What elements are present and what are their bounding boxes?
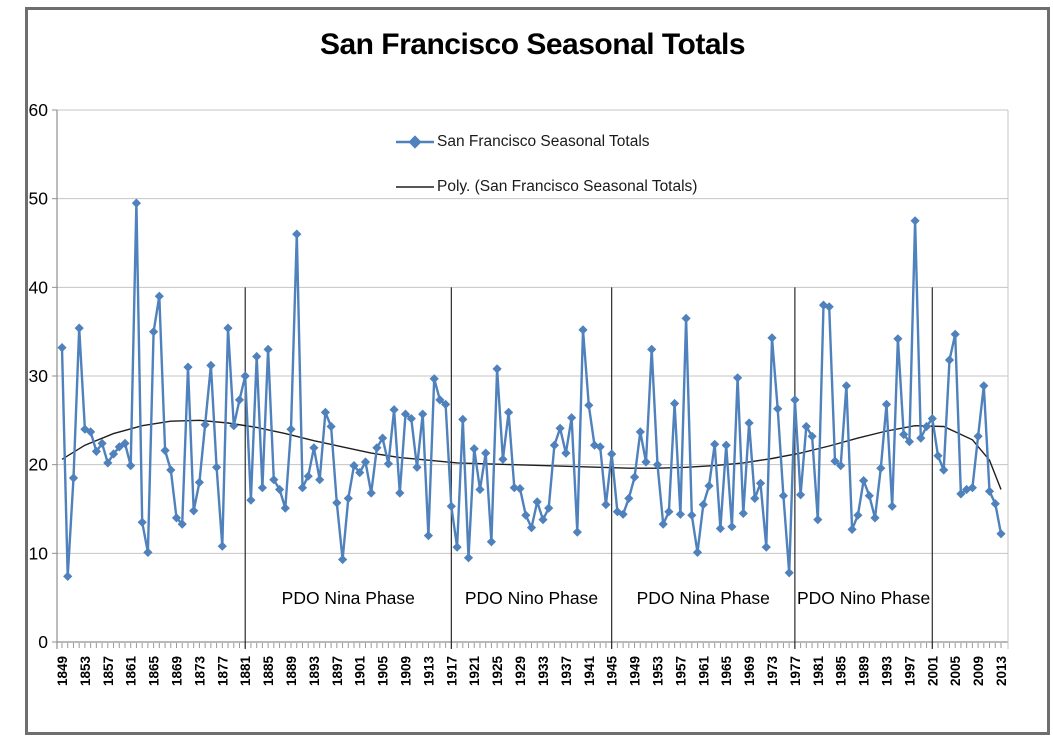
x-axis-label-1941: 1941 xyxy=(582,656,597,687)
series-diamond-markers xyxy=(57,198,1006,581)
y-axis-label-40: 40 xyxy=(29,277,49,297)
x-axis-label-1957: 1957 xyxy=(673,656,688,686)
x-axis-label-1881: 1881 xyxy=(238,656,253,687)
poly-trend-line xyxy=(61,419,1002,490)
x-axis-label-1993: 1993 xyxy=(879,656,894,687)
x-axis-label-1849: 1849 xyxy=(55,656,70,686)
x-axis-label-1977: 1977 xyxy=(788,656,803,686)
x-axis-label-2005: 2005 xyxy=(948,656,963,687)
x-axis-label-1985: 1985 xyxy=(834,656,849,687)
chart-title: San Francisco Seasonal Totals xyxy=(319,28,746,61)
y-axis-label-50: 50 xyxy=(29,189,49,209)
legend-series-label: San Francisco Seasonal Totals xyxy=(437,133,650,150)
y-axis-label-60: 60 xyxy=(29,100,49,120)
x-axis-label-1969: 1969 xyxy=(742,656,757,686)
x-axis-label-1961: 1961 xyxy=(696,656,711,687)
series-line xyxy=(60,201,1003,578)
x-axis-label-1857: 1857 xyxy=(101,656,116,686)
phase-label-3: PDO Nina Phase xyxy=(637,588,770,608)
legend-poly-marker-icon xyxy=(396,186,434,188)
x-axis-label-1873: 1873 xyxy=(192,656,207,687)
y-axis-label-20: 20 xyxy=(29,455,49,475)
x-axis-label-1853: 1853 xyxy=(78,656,93,687)
x-axis-label-2013: 2013 xyxy=(994,656,1009,687)
legend-item-poly[interactable]: Poly. (San Francisco Seasonal Totals) xyxy=(396,178,697,196)
x-axis-label-1929: 1929 xyxy=(513,656,528,686)
x-axis-label-1877: 1877 xyxy=(215,656,230,686)
x-axis-label-1933: 1933 xyxy=(536,656,551,687)
x-axis-label-1909: 1909 xyxy=(399,656,414,686)
x-axis-label-1861: 1861 xyxy=(124,656,139,687)
x-axis-label-1885: 1885 xyxy=(261,656,276,687)
x-axis-label-1953: 1953 xyxy=(650,656,665,687)
y-axis-label-0: 0 xyxy=(38,632,48,652)
x-axis-label-1937: 1937 xyxy=(559,656,574,686)
legend-poly-label: Poly. (San Francisco Seasonal Totals) xyxy=(437,178,698,195)
phase-label-1: PDO Nina Phase xyxy=(282,588,415,608)
x-axis-label-2009: 2009 xyxy=(971,656,986,686)
chart-frame xyxy=(25,7,1050,735)
phase-label-4: PDO Nino Phase xyxy=(797,588,930,608)
x-axis-label-1865: 1865 xyxy=(147,656,162,687)
x-axis-label-1905: 1905 xyxy=(376,656,391,687)
x-axis-label-1901: 1901 xyxy=(353,656,368,687)
x-axis-label-1889: 1889 xyxy=(284,656,299,686)
phase-label-2: PDO Nino Phase xyxy=(465,588,598,608)
x-axis-label-1913: 1913 xyxy=(421,656,436,687)
x-axis-label-1997: 1997 xyxy=(902,656,917,686)
y-axis-label-30: 30 xyxy=(29,366,49,386)
x-axis-label-1917: 1917 xyxy=(444,656,459,686)
legend-series-marker-icon xyxy=(396,135,434,149)
x-axis-label-1965: 1965 xyxy=(719,656,734,687)
x-axis-label-1925: 1925 xyxy=(490,656,505,687)
x-axis-label-1989: 1989 xyxy=(857,656,872,686)
x-axis-label-1981: 1981 xyxy=(811,656,826,687)
y-axis-label-10: 10 xyxy=(29,543,49,563)
legend-item-series[interactable]: San Francisco Seasonal Totals xyxy=(396,133,650,151)
x-axis-label-1893: 1893 xyxy=(307,656,322,687)
x-axis-label-1945: 1945 xyxy=(605,656,620,687)
x-axis-label-2001: 2001 xyxy=(925,656,940,687)
x-axis-label-1949: 1949 xyxy=(628,656,643,686)
x-axis-label-1973: 1973 xyxy=(765,656,780,687)
x-axis-label-1869: 1869 xyxy=(170,656,185,686)
x-axis-label-1897: 1897 xyxy=(330,656,345,686)
x-axis-label-1921: 1921 xyxy=(467,656,482,687)
